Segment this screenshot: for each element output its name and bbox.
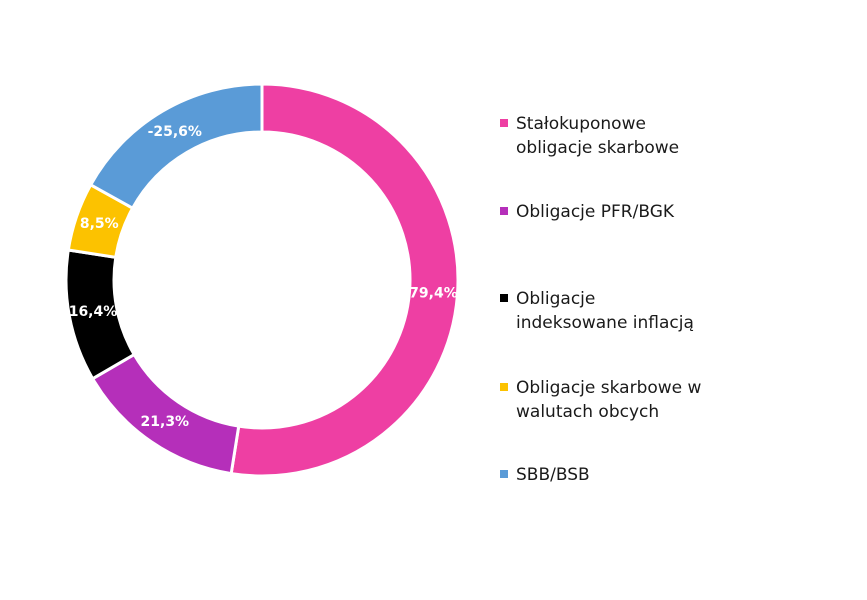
legend-swatch (500, 383, 508, 391)
donut-slice (88, 82, 264, 211)
legend-swatch (500, 119, 508, 127)
legend-label: Obligacje skarbowe w walutach obcych (516, 378, 702, 422)
legend-item: Obligacje PFR/BGK (500, 200, 840, 224)
slice-value-label: 79,4% (409, 286, 458, 302)
legend-swatch (500, 294, 508, 302)
legend-label: SBB/BSB (516, 465, 590, 485)
legend-swatch (500, 470, 508, 478)
slice-value-label: -25,6% (148, 124, 202, 140)
legend-item: Obligacje indeksowane inflacją (500, 287, 840, 335)
donut-slices (64, 82, 460, 478)
donut-slice (229, 82, 460, 478)
legend-item: Obligacje skarbowe w walutach obcych (500, 376, 840, 424)
legend-label: Obligacje PFR/BGK (516, 202, 675, 222)
legend-item: SBB/BSB (500, 463, 840, 487)
legend-label: Obligacje indeksowane inflacją (516, 289, 694, 333)
legend-item: Stałokuponowe obligacje skarbowe (500, 112, 840, 160)
slice-value-label: 8,5% (80, 216, 119, 232)
legend-label: Stałokuponowe obligacje skarbowe (516, 114, 680, 158)
slice-value-label: 21,3% (141, 414, 190, 430)
slice-value-label: 16,4% (69, 304, 118, 320)
donut-slice-labels: 79,4% 21,3% 16,4% 8,5% -25,6% (69, 124, 458, 430)
chart-legend: Stałokuponowe obligacje skarbowe Obligac… (500, 0, 840, 600)
legend-swatch (500, 207, 508, 215)
